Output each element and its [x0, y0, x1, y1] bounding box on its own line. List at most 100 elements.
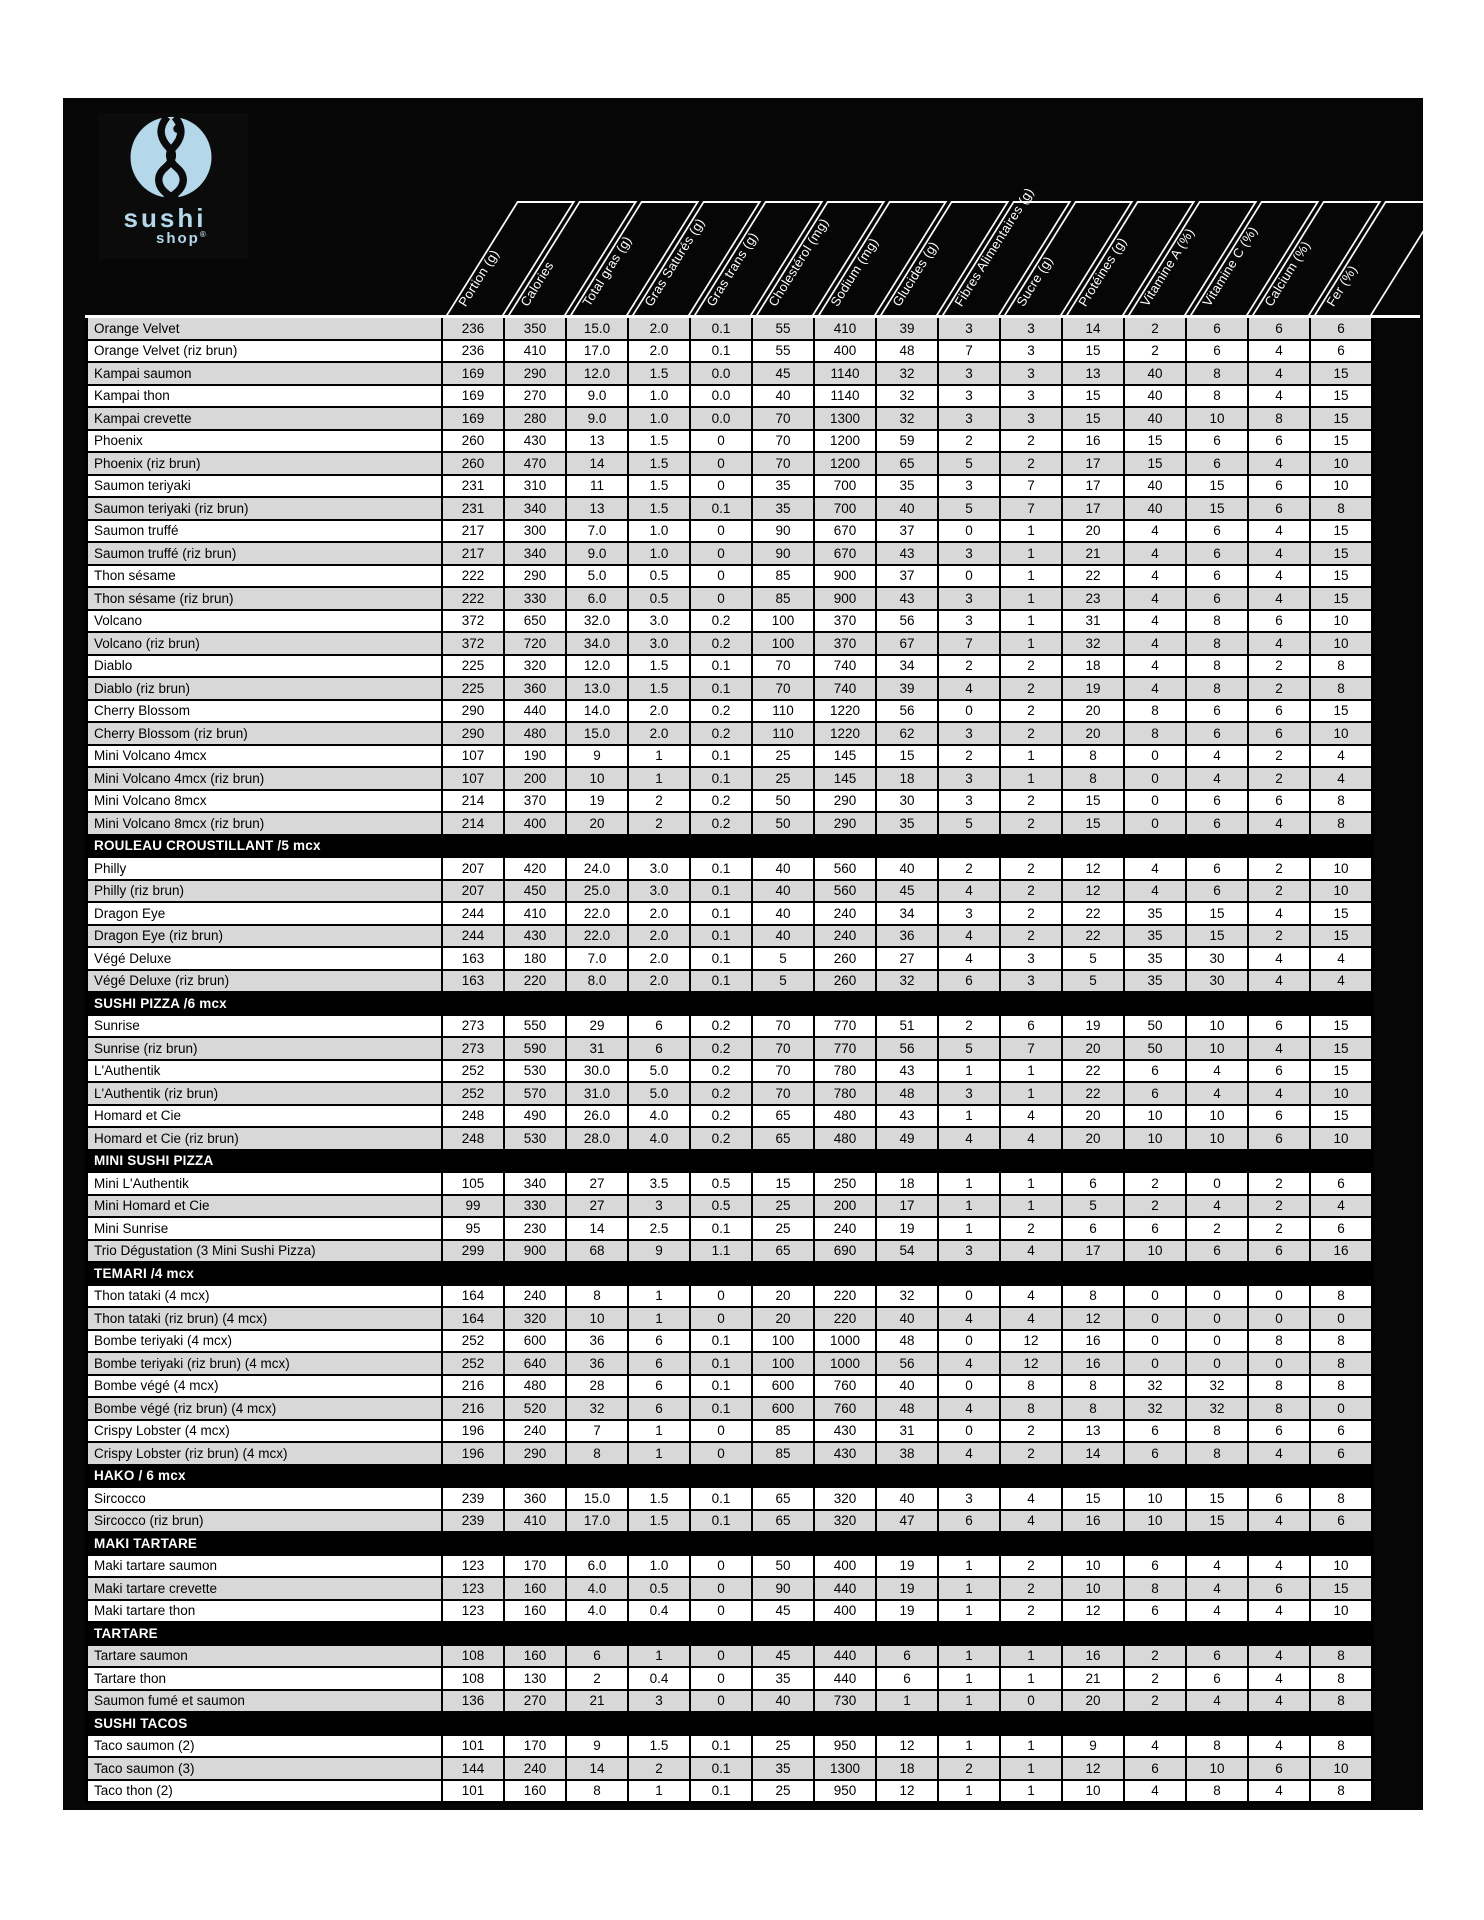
cell-proteines: 20 — [1063, 1690, 1123, 1711]
cell-total-gras: 31.0 — [567, 1083, 627, 1104]
cell-glucides: 49 — [877, 1128, 937, 1149]
cell-proteines: 22 — [1063, 903, 1123, 924]
row-label: Crispy Lobster (4 mcx) — [88, 1420, 441, 1441]
row-label: Homard et Cie (riz brun) — [88, 1128, 441, 1149]
cell-vitamine-c: 0 — [1187, 1285, 1247, 1306]
cell-vitamine-a: 40 — [1125, 408, 1185, 429]
cell-sucre: 2 — [1001, 678, 1061, 699]
cell-calories: 400 — [505, 813, 565, 834]
row-label: Diablo (riz brun) — [88, 678, 441, 699]
cell-calcium: 6 — [1249, 790, 1309, 811]
cell-proteines: 12 — [1063, 858, 1123, 879]
cell-sucre: 7 — [1001, 475, 1061, 496]
cell-fer: 15 — [1311, 385, 1371, 406]
cell-sodium: 950 — [815, 1780, 875, 1801]
cell-vitamine-c: 6 — [1187, 813, 1247, 834]
cell-gras-satures: 2 — [629, 790, 689, 811]
cell-gras-satures: 1.0 — [629, 520, 689, 541]
cell-fibres-alimentaires: 6 — [939, 1510, 999, 1531]
cell-portion: 248 — [443, 1105, 503, 1126]
cell-cholesterol: 5 — [753, 970, 813, 991]
cell-sodium: 900 — [815, 588, 875, 609]
cell-proteines: 22 — [1063, 1083, 1123, 1104]
registered-mark: ® — [199, 230, 206, 239]
cell-calories: 360 — [505, 1488, 565, 1509]
cell-gras-satures: 1.5 — [629, 475, 689, 496]
cell-glucides: 35 — [877, 813, 937, 834]
cell-calories: 490 — [505, 1105, 565, 1126]
cell-vitamine-a: 6 — [1125, 1443, 1185, 1464]
cell-gras-satures: 1.0 — [629, 1555, 689, 1576]
cell-proteines: 31 — [1063, 610, 1123, 631]
table-row: Saumon teriyaki 231 310 11 1.5 0 35 700 35 3 7 17 40… — [88, 475, 1371, 496]
cell-calcium: 2 — [1249, 768, 1309, 789]
table-row: Mini Volcano 4mcx (riz brun) 107 200 10 1 0.1… — [88, 768, 1371, 789]
cell-cholesterol: 25 — [753, 768, 813, 789]
cell-cholesterol: 50 — [753, 790, 813, 811]
row-label: Kampai thon — [88, 385, 441, 406]
cell-gras-trans: 0.1 — [691, 768, 751, 789]
cell-calories: 430 — [505, 430, 565, 451]
cell-vitamine-c: 32 — [1187, 1398, 1247, 1419]
table-row: Sircocco (riz brun) 239 410 17.0 1.5 0.1 65 320… — [88, 1510, 1371, 1531]
cell-sodium: 730 — [815, 1690, 875, 1711]
cell-gras-trans: 0.2 — [691, 813, 751, 834]
table-row: Mini L'Authentik 105 340 27 3.5 0.5 15 250 18 1 1 6… — [88, 1173, 1371, 1194]
cell-portion: 252 — [443, 1060, 503, 1081]
cell-total-gras: 13 — [567, 430, 627, 451]
cell-fibres-alimentaires: 3 — [939, 543, 999, 564]
cell-sucre: 1 — [1001, 1735, 1061, 1756]
row-label: Trio Dégustation (3 Mini Sushi Pizza) — [88, 1240, 441, 1261]
cell-gras-satures: 2.0 — [629, 700, 689, 721]
cell-gras-satures: 1.0 — [629, 385, 689, 406]
cell-sucre: 2 — [1001, 723, 1061, 744]
cell-sodium: 780 — [815, 1083, 875, 1104]
cell-fibres-alimentaires: 1 — [939, 1105, 999, 1126]
cell-cholesterol: 85 — [753, 588, 813, 609]
cell-proteines: 15 — [1063, 790, 1123, 811]
cell-cholesterol: 90 — [753, 543, 813, 564]
cell-proteines: 8 — [1063, 768, 1123, 789]
cell-sucre: 0 — [1001, 1690, 1061, 1711]
cell-vitamine-a: 6 — [1125, 1600, 1185, 1621]
cell-gras-satures: 2 — [629, 813, 689, 834]
row-label: Thon sésame (riz brun) — [88, 588, 441, 609]
cell-vitamine-c: 15 — [1187, 1488, 1247, 1509]
cell-vitamine-a: 35 — [1125, 903, 1185, 924]
cell-gras-satures: 2.0 — [629, 948, 689, 969]
table-row: Saumon teriyaki (riz brun) 231 340 13 1.5 0.1… — [88, 498, 1371, 519]
cell-sucre: 1 — [1001, 520, 1061, 541]
cell-calories: 270 — [505, 385, 565, 406]
cell-gras-satures: 2.0 — [629, 925, 689, 946]
cell-sodium: 740 — [815, 655, 875, 676]
cell-vitamine-c: 6 — [1187, 340, 1247, 361]
cell-sodium: 430 — [815, 1420, 875, 1441]
table-row: Végé Deluxe 163 180 7.0 2.0 0.1 5 260 27 4 3 5 35 30 4… — [88, 948, 1371, 969]
cell-fibres-alimentaires: 1 — [939, 1060, 999, 1081]
cell-glucides: 40 — [877, 1308, 937, 1329]
row-label: Végé Deluxe (riz brun) — [88, 970, 441, 991]
cell-sucre: 2 — [1001, 453, 1061, 474]
cell-portion: 231 — [443, 498, 503, 519]
cell-gras-satures: 6 — [629, 1375, 689, 1396]
cell-total-gras: 10 — [567, 1308, 627, 1329]
cell-gras-trans: 0 — [691, 1600, 751, 1621]
cell-calories: 720 — [505, 633, 565, 654]
cell-fer: 10 — [1311, 453, 1371, 474]
cell-total-gras: 7.0 — [567, 520, 627, 541]
cell-portion: 196 — [443, 1443, 503, 1464]
cell-vitamine-c: 6 — [1187, 700, 1247, 721]
cell-gras-trans: 0 — [691, 1420, 751, 1441]
cell-vitamine-a: 40 — [1125, 363, 1185, 384]
cell-total-gras: 9.0 — [567, 408, 627, 429]
cell-calories: 900 — [505, 1240, 565, 1261]
cell-fer: 6 — [1311, 340, 1371, 361]
cell-total-gras: 7.0 — [567, 948, 627, 969]
cell-fibres-alimentaires: 3 — [939, 385, 999, 406]
cell-fer: 15 — [1311, 565, 1371, 586]
cell-gras-trans: 0.1 — [691, 745, 751, 766]
cell-gras-satures: 9 — [629, 1240, 689, 1261]
row-label: Mini Volcano 8mcx (riz brun) — [88, 813, 441, 834]
cell-fibres-alimentaires: 1 — [939, 1173, 999, 1194]
cell-sucre: 4 — [1001, 1488, 1061, 1509]
